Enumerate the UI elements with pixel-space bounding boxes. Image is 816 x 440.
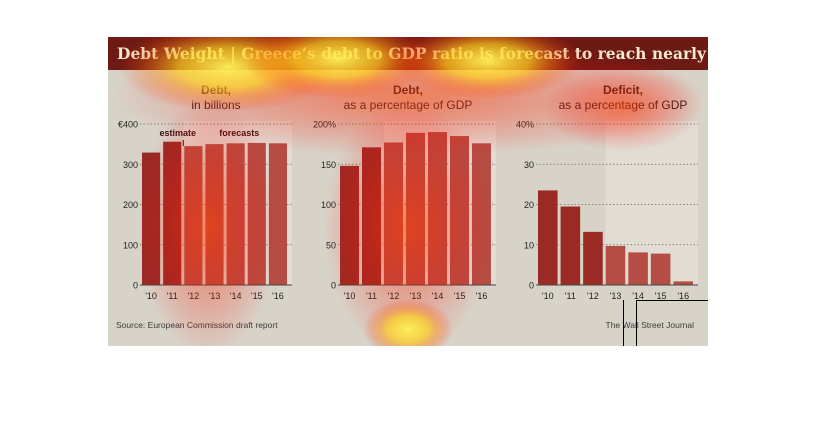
chart-graphic: Debt Weight | Greece’s debt to GDP ratio…	[108, 37, 708, 346]
x-tick-label: '12	[388, 291, 400, 301]
bar	[650, 253, 671, 285]
x-tick-label: '12	[587, 291, 599, 301]
x-tick-label: '10	[145, 291, 157, 301]
bar	[428, 132, 447, 285]
y-tick-label: 100	[321, 200, 336, 210]
bar	[205, 144, 224, 285]
x-tick-label: '11	[366, 291, 377, 301]
x-tick-label: '10	[344, 291, 356, 301]
cursor-line	[637, 300, 708, 301]
y-tick-label: 0	[529, 281, 534, 291]
bar	[450, 136, 469, 285]
x-tick-label: '14	[632, 291, 644, 301]
y-tick-label: €400	[118, 120, 138, 130]
y-tick-label: 200	[123, 200, 138, 210]
annotation-estimate: estimate	[159, 128, 196, 138]
bar	[384, 142, 403, 285]
x-tick-label: '15	[454, 291, 466, 301]
x-tick-label: '13	[610, 291, 622, 301]
bar	[226, 143, 245, 285]
y-tick-label: 0	[133, 281, 138, 291]
x-tick-label: '16	[476, 291, 488, 301]
panel-subtitle: in billions	[191, 98, 240, 112]
y-tick-label: 40%	[516, 120, 534, 130]
x-tick-label: '14	[432, 291, 444, 301]
x-tick-label: '12	[187, 291, 199, 301]
y-tick-label: 20	[524, 200, 534, 210]
y-tick-label: 300	[123, 160, 138, 170]
panel-title: Deficit,	[603, 83, 643, 97]
bar	[560, 206, 581, 285]
bar	[362, 147, 381, 285]
x-tick-label: '16	[677, 291, 689, 301]
bar	[406, 132, 425, 285]
x-tick-label: '11	[565, 291, 576, 301]
bar	[142, 152, 161, 285]
credit-note: The Wall Street Journal	[605, 320, 695, 330]
cursor-outline	[623, 300, 637, 346]
bar	[583, 231, 603, 285]
bar	[538, 190, 558, 285]
bar	[268, 143, 287, 285]
panel-subtitle: as a percentage of GDP	[559, 98, 688, 112]
bar	[184, 146, 203, 285]
bar	[472, 143, 491, 285]
bar	[247, 142, 266, 285]
annotation-forecasts: forecasts	[219, 128, 259, 138]
x-tick-label: '13	[410, 291, 422, 301]
panel-title: Debt,	[201, 83, 231, 97]
x-tick-label: '10	[542, 291, 554, 301]
bar	[605, 245, 626, 285]
y-tick-label: 0	[331, 281, 336, 291]
bar	[340, 165, 359, 285]
x-tick-label: '13	[209, 291, 221, 301]
y-tick-label: 200%	[313, 120, 336, 130]
source-note: Source: European Commission draft report	[116, 320, 278, 330]
y-tick-label: 10	[524, 240, 534, 250]
y-tick-label: 150	[321, 160, 336, 170]
x-tick-label: '14	[230, 291, 242, 301]
bar	[628, 252, 648, 285]
y-tick-label: 100	[123, 240, 138, 250]
x-tick-label: '11	[167, 291, 178, 301]
bar	[673, 281, 693, 285]
x-tick-label: '15	[251, 291, 263, 301]
bar	[163, 141, 182, 285]
y-tick-label: 50	[326, 240, 336, 250]
x-tick-label: '16	[272, 291, 284, 301]
x-tick-label: '15	[655, 291, 667, 301]
panel-title: Debt,	[393, 83, 423, 97]
panel-subtitle: as a percentage of GDP	[344, 98, 473, 112]
y-tick-label: 30	[524, 160, 534, 170]
